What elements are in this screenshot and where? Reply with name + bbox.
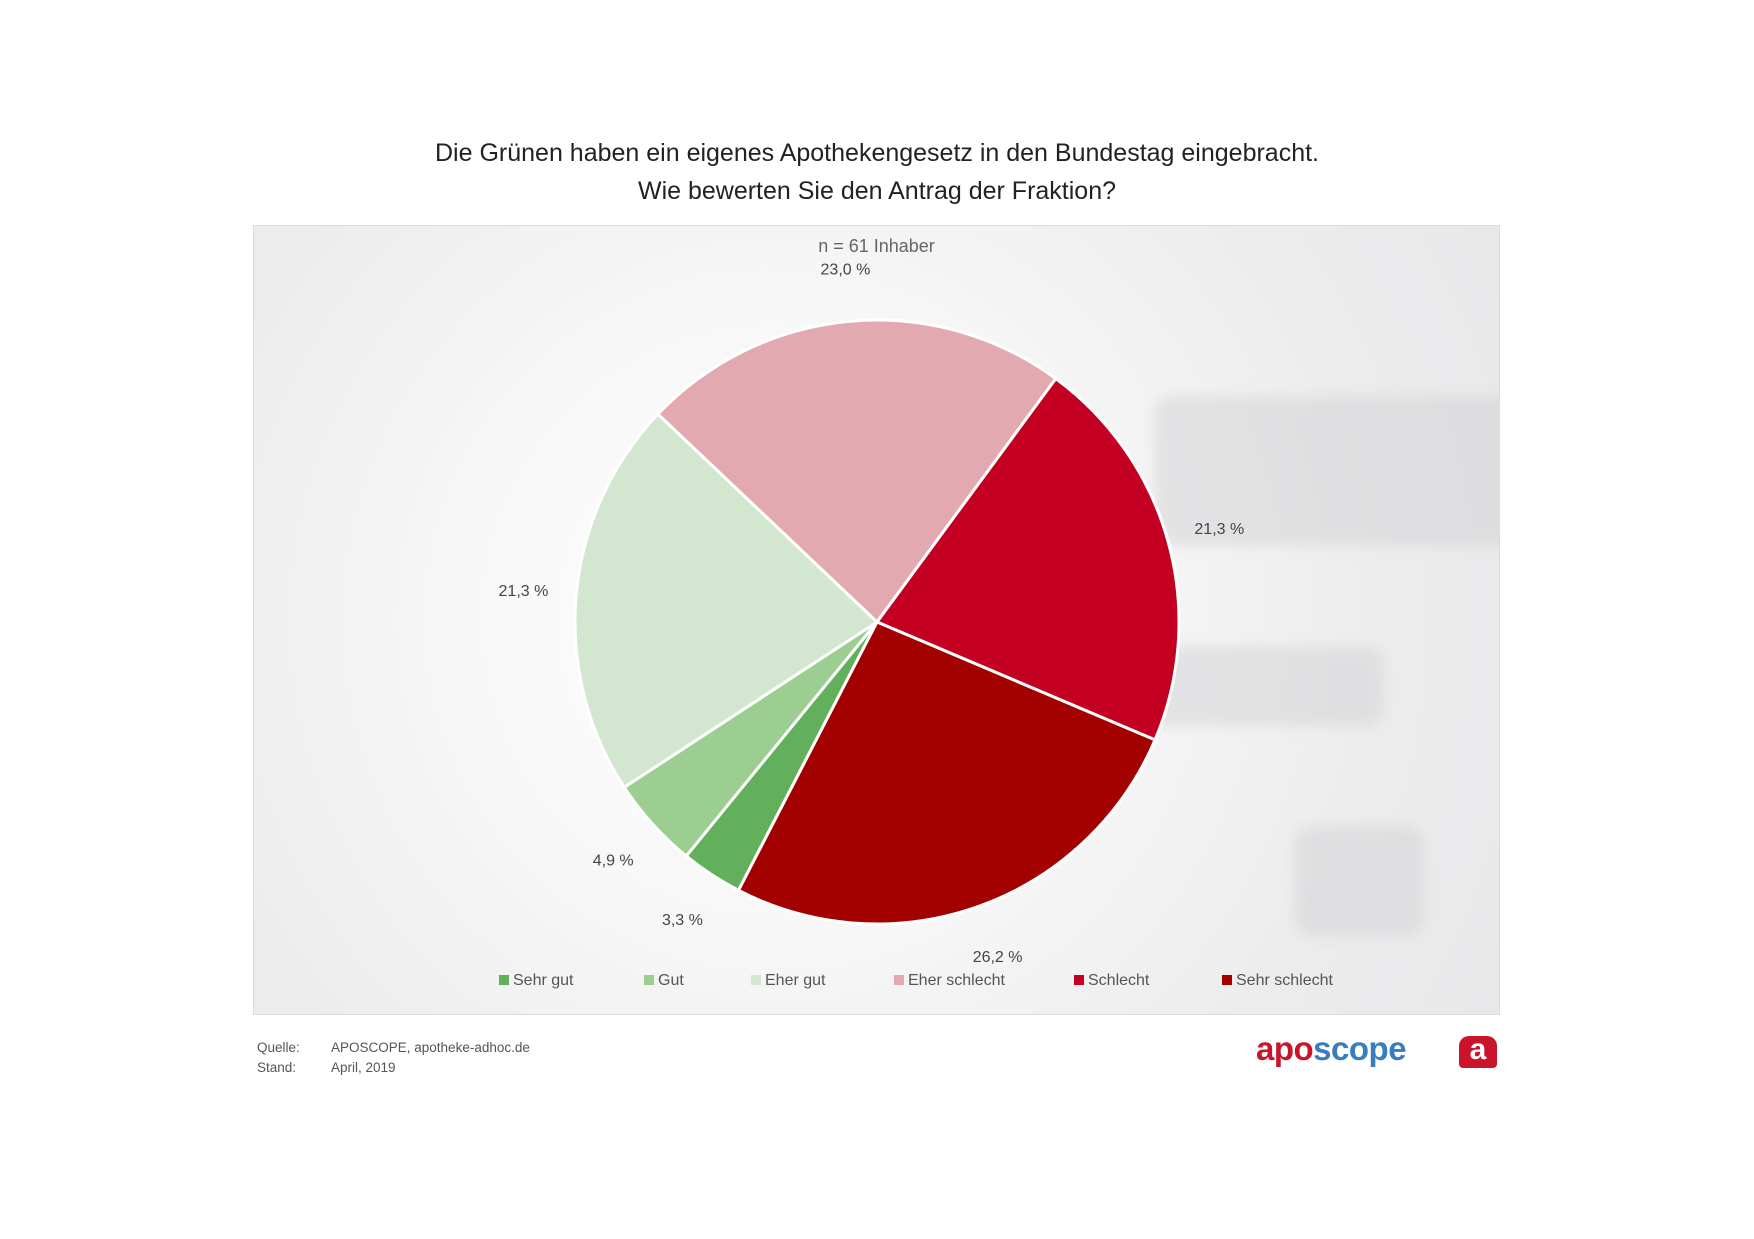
legend-swatch [751,975,761,985]
legend-item-sehr-schlecht: Sehr schlecht [1222,972,1333,990]
chart-legend: Sehr gut Gut Eher gut Eher schlecht Schlecht… [254,972,1499,996]
background-watermark [1154,396,1499,546]
legend-label: Eher gut [765,972,826,989]
data-label: 21,3 % [1194,521,1244,538]
data-label: 21,3 % [499,583,549,600]
sample-size-label: n = 61 Inhaber [818,236,935,256]
legend-item-gut: Gut [644,972,684,990]
brand-badge-icon: a [1459,1035,1497,1068]
legend-item-eher-gut: Eher gut [751,972,825,990]
brand-part-scope: scope [1313,1030,1407,1067]
legend-label: Sehr gut [513,972,574,989]
legend-label: Eher schlecht [908,972,1005,989]
chart-panel: n = 61 Inhaber 3,3 % 4,9 % 21,3 % 23,0 % 21,… [253,225,1500,1015]
data-label: 3,3 % [662,912,703,929]
pie-slice-sehr-schlecht [736,620,1157,926]
data-label: 4,9 % [593,853,634,870]
date-key: Stand: [257,1060,297,1075]
legend-swatch [1222,975,1232,985]
brand-part-apo: apo [1256,1030,1314,1067]
legend-swatch [644,975,654,985]
legend-label: Gut [658,972,684,989]
source-value: APOSCOPE, apotheke-adhoc.de [331,1040,530,1055]
title-line-1: Die Grünen haben ein eigenes Apothekenge… [435,139,1319,167]
pie-slice-schlecht [875,377,1181,742]
background-watermark [1294,826,1424,936]
source-key: Quelle: [257,1040,300,1055]
data-label: 26,2 % [973,949,1023,966]
legend-swatch [1074,975,1084,985]
pie-slice-eher-gut [573,412,879,789]
legend-item-sehr-gut: Sehr gut [499,972,573,990]
title-line-2: Wie bewerten Sie den Antrag der Fraktion… [637,177,1117,205]
legend-label: Sehr schlecht [1236,972,1333,989]
brand-logo: aposcope [1256,1030,1407,1068]
legend-item-schlecht: Schlecht [1074,972,1149,990]
legend-swatch [894,975,904,985]
chart-title: Die Grünen haben ein eigenes Apothekenge… [0,134,1754,210]
pie-chart: 3,3 % 4,9 % 21,3 % 23,0 % 21,3 % 26,2 % [499,261,1245,966]
legend-label: Schlecht [1088,972,1150,989]
date-value: April, 2019 [331,1060,396,1075]
legend-swatch [499,975,509,985]
pie-slice-eher-schlecht [656,318,1058,624]
legend-item-eher-schlecht: Eher schlecht [894,972,1005,990]
data-label: 23,0 % [821,261,871,278]
